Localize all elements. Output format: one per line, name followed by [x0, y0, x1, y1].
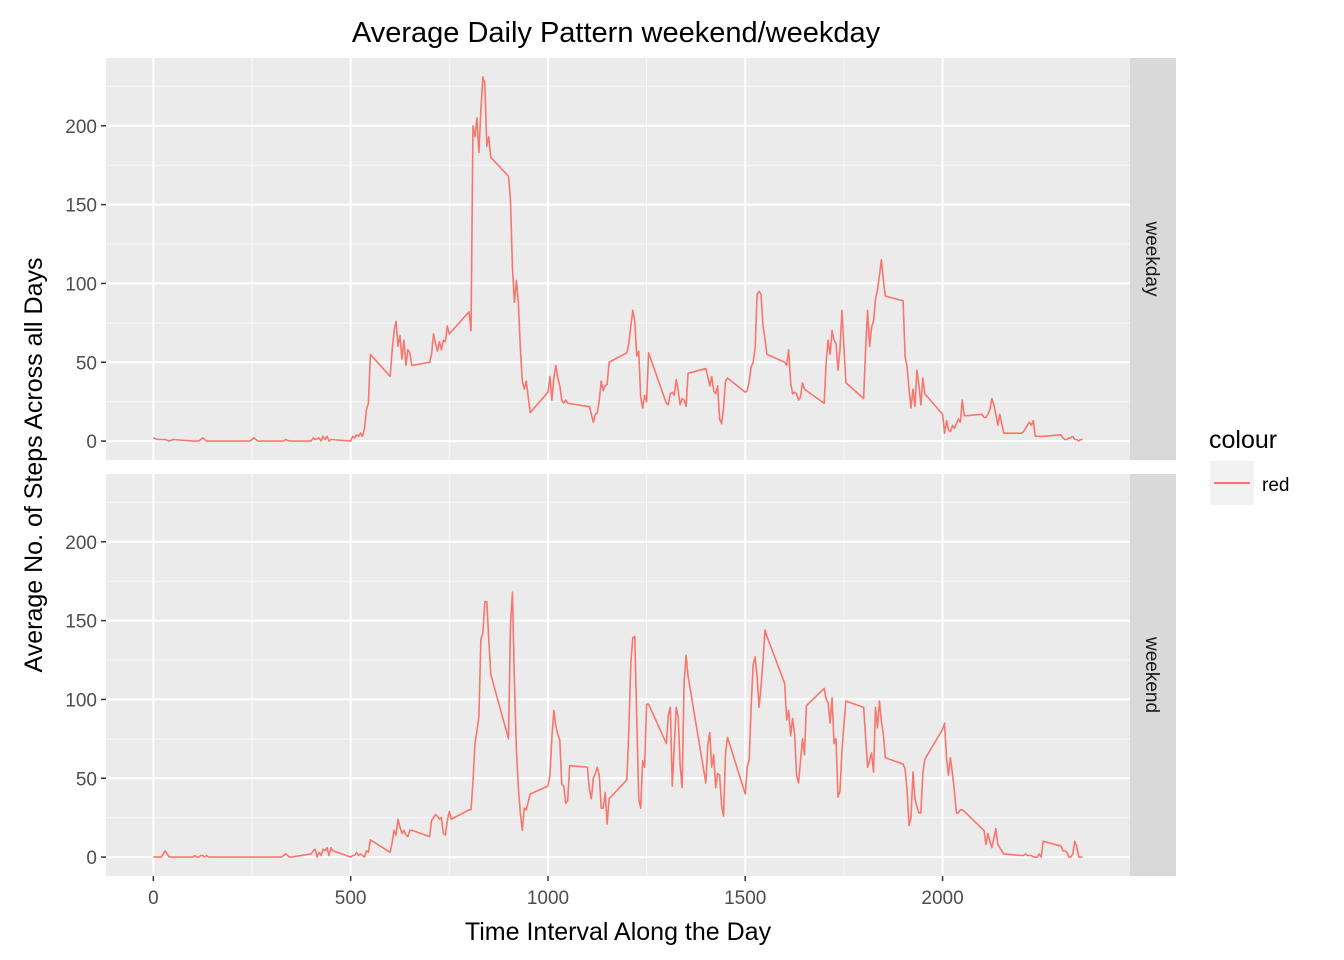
- y-tick-label: 50: [76, 769, 97, 790]
- facet-label-weekend: weekend: [1141, 636, 1162, 713]
- facet-strip-weekend: [1130, 474, 1176, 876]
- y-tick-label: 0: [86, 848, 97, 869]
- panel-background: [106, 58, 1130, 460]
- panel-background: [106, 474, 1130, 876]
- y-tick-label: 200: [65, 533, 97, 554]
- facet-label-weekday: weekday: [1141, 221, 1162, 297]
- y-tick-label: 0: [86, 432, 97, 453]
- y-tick-label: 100: [65, 690, 97, 711]
- x-axis-title: Time Interval Along the Day: [465, 918, 772, 946]
- y-tick-label: 150: [65, 612, 97, 633]
- y-tick-label: 100: [65, 274, 97, 295]
- facet-panels: 0 50 100 150 200 weekday 0 50 100 150 200 weekend: [65, 58, 1176, 876]
- y-tick-label: 150: [65, 196, 97, 217]
- series-line-weekday: [153, 76, 1083, 442]
- series-line-weekend: [153, 591, 1083, 858]
- x-tick-label: 1000: [527, 888, 569, 909]
- legend: colour red: [1209, 426, 1289, 505]
- y-tick-label: 50: [76, 353, 97, 374]
- x-axis: 0 500 1000 1500 2000: [148, 876, 964, 909]
- legend-title: colour: [1209, 426, 1277, 454]
- x-tick-label: 1500: [724, 888, 766, 909]
- panel-weekday: 0 50 100 150 200 weekday: [65, 58, 1176, 460]
- x-tick-label: 2000: [921, 888, 963, 909]
- y-axis-title: Average No. of Steps Across all Days: [20, 257, 48, 672]
- legend-label-red: red: [1262, 475, 1289, 496]
- panel-weekend: 0 50 100 150 200 weekend: [65, 474, 1176, 876]
- facet-strip-weekday: [1130, 58, 1176, 460]
- y-tick-label: 200: [65, 117, 97, 138]
- x-tick-label: 0: [148, 888, 159, 909]
- x-tick-label: 500: [335, 888, 367, 909]
- chart-title: Average Daily Pattern weekend/weekday: [352, 17, 881, 49]
